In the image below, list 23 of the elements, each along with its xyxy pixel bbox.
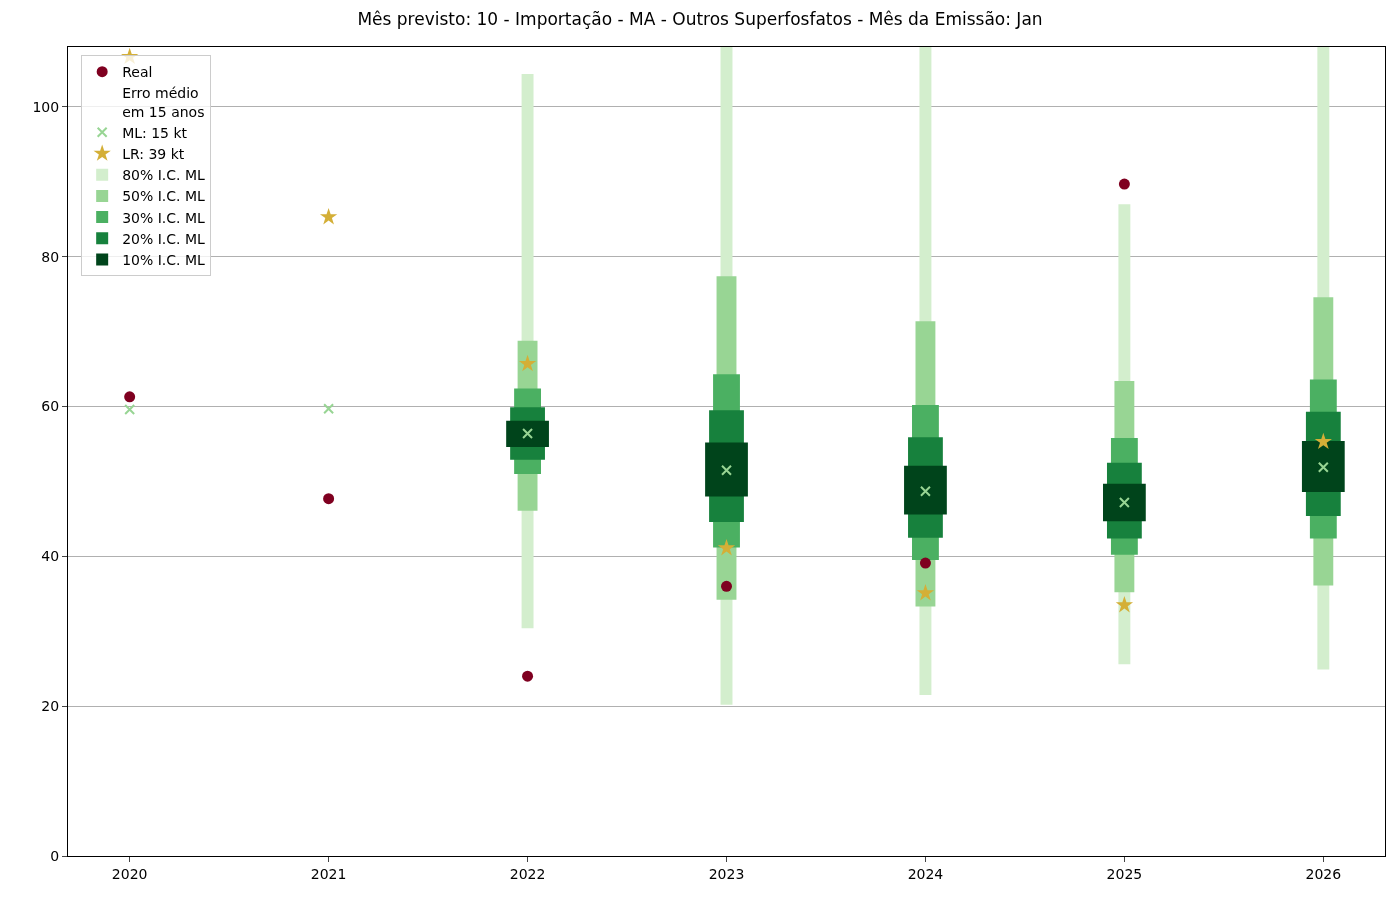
chart-title: Mês previsto: 10 - Importação - MA - Outros Superfosfatos - Mês da Emissão: Jan [357,9,1043,30]
x-tick-label: 2026 [1305,865,1342,882]
legend-label: 80% I.C. ML [122,167,206,184]
legend-label: 50% I.C. ML [122,188,206,205]
text: Erro médio em 15 anos [122,85,205,120]
legend-label: LR: 39 kt [122,145,185,162]
x-tick-label: 2025 [1106,865,1143,882]
x-tick-label: 2023 [708,865,745,882]
y-tick-label: 60 [41,398,60,415]
y-tick-label: 80 [41,248,60,265]
legend-label: 30% I.C. ML [122,209,206,226]
legend-label: 20% I.C. ML [122,230,206,247]
legend-label: 10% I.C. ML [122,251,206,268]
y-tick-label: 20 [41,698,60,715]
legend-label: Real [122,64,153,81]
x-tick-label: 2022 [509,865,546,882]
y-tick-label: 0 [50,847,60,864]
y-tick-label: 40 [41,548,60,565]
x-tick-label: 2024 [907,865,944,882]
x-tick-label: 2021 [310,865,347,882]
x-tick-label: 2020 [111,865,148,882]
legend-label: ML: 15 kt [122,124,188,141]
y-tick-label: 100 [32,98,60,115]
